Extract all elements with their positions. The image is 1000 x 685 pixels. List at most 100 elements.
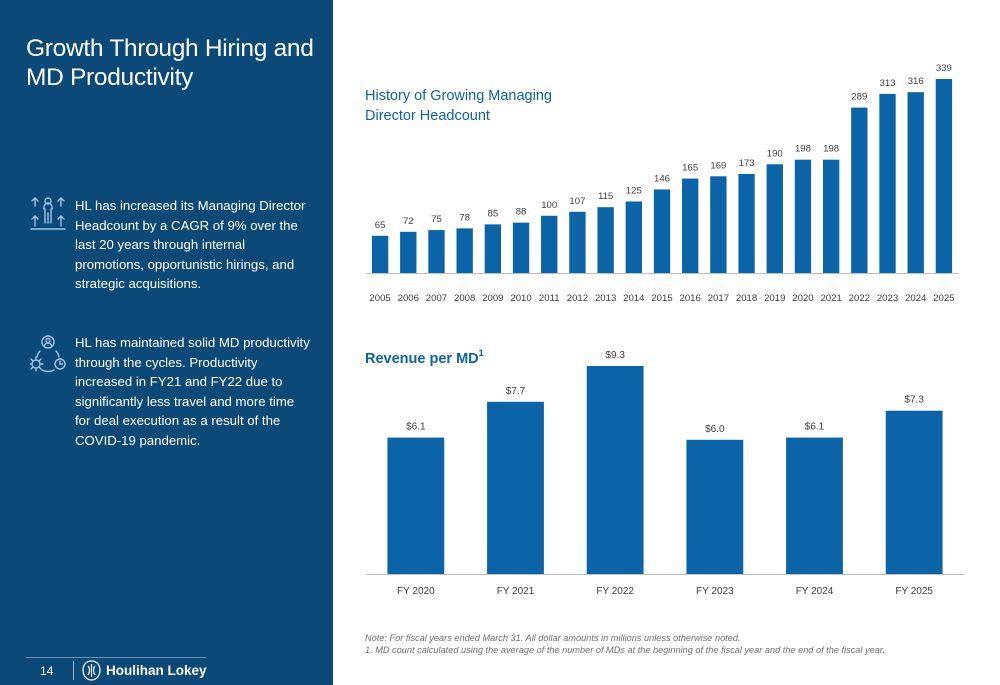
headcount-data-label: 173 (739, 158, 755, 169)
footer-separator (73, 661, 74, 680)
headcount-data-label: 72 (403, 216, 414, 227)
headcount-category-label: 2011 (539, 293, 560, 304)
revenue-bar-fy-2021 (487, 401, 544, 574)
revenue-bar-fy-2022 (586, 366, 644, 574)
revenue-category-label: FY 2022 (596, 586, 634, 597)
headcount-bar-2018 (738, 173, 755, 273)
headcount-data-label: 100 (541, 200, 557, 211)
headcount-data-label: 85 (488, 208, 499, 219)
revenue-category-label: FY 2025 (895, 586, 933, 597)
headcount-data-label: 78 (459, 212, 470, 223)
revenue-data-label: $6.1 (406, 422, 426, 433)
revenue-category-label: FY 2023 (696, 586, 734, 597)
headcount-data-label: 75 (431, 214, 442, 225)
headcount-category-label: 2017 (708, 293, 729, 304)
headcount-bar-2020 (794, 159, 812, 273)
headcount-category-label: 2023 (877, 293, 898, 304)
headcount-data-label: 65 (375, 220, 386, 231)
headcount-category-label: 2021 (820, 293, 841, 304)
headcount-data-label: 190 (767, 148, 783, 159)
headcount-bar-2021 (822, 159, 840, 273)
headcount-bar-2014 (625, 201, 642, 273)
headcount-category-label: 2008 (454, 293, 475, 304)
headcount-data-label: 313 (880, 78, 896, 89)
bullet-text: HL has maintained solid MD productivity … (75, 335, 310, 448)
headcount-chart: 65 2005 72 2006 75 2007 78 2008 85 2009 88 2010 100 2… (366, 63, 958, 304)
revenue-category-label: FY 2020 (397, 586, 435, 597)
headcount-bar-2005 (371, 235, 389, 273)
headcount-data-label: 146 (654, 173, 670, 184)
logo-text: Houlihan Lokey (106, 663, 207, 678)
headcount-bar-2017 (710, 176, 727, 273)
revenue-bar-fy-2023 (686, 439, 744, 574)
revenue-data-label: $6.0 (705, 424, 725, 435)
revenue-category-label: FY 2021 (497, 586, 535, 597)
headcount-category-label: 2015 (651, 293, 672, 304)
headcount-data-label: 198 (795, 144, 811, 155)
bullet-text: HL has increased its Managing Director H… (75, 198, 306, 291)
footer-divider-line (26, 657, 206, 658)
people-growth-icon (30, 197, 66, 230)
revenue-data-label: $7.3 (904, 395, 924, 406)
revenue-chart-title: Revenue per MD1 (365, 344, 565, 369)
headcount-bar-2012 (569, 211, 586, 273)
headcount-category-label: 2025 (933, 293, 954, 304)
headcount-bar-2013 (597, 207, 614, 273)
headcount-data-label: 198 (823, 144, 839, 155)
headcount-category-label: 2005 (369, 293, 390, 304)
headcount-bar-2008 (456, 228, 473, 273)
revenue-data-label: $6.1 (805, 422, 825, 433)
headcount-category-label: 2009 (482, 293, 503, 304)
headcount-category-label: 2022 (849, 293, 870, 304)
headcount-bar-2007 (428, 230, 445, 273)
page-title: Growth Through Hiring and MD Productivit… (26, 35, 314, 91)
headcount-category-label: 2013 (595, 293, 616, 304)
revenue-chart-title-text: Revenue per MD (365, 350, 479, 367)
footnotes: Note: For fiscal years ended March 31. A… (365, 632, 985, 656)
footnote-marker: 1 (478, 348, 484, 358)
headcount-category-label: 2016 (680, 293, 701, 304)
revenue-bar-fy-2024 (786, 437, 843, 574)
headcount-data-label: 88 (516, 207, 527, 218)
headcount-bar-2011 (541, 215, 558, 273)
headcount-data-label: 339 (936, 63, 952, 74)
headcount-category-label: 2019 (764, 293, 785, 304)
headcount-data-label: 169 (710, 160, 726, 171)
revenue-bar-fy-2020 (387, 437, 445, 574)
headcount-category-label: 2010 (510, 293, 531, 304)
headcount-bar-2015 (653, 189, 671, 273)
headcount-category-label: 2007 (426, 293, 447, 304)
headcount-bar-2016 (682, 178, 699, 273)
headcount-category-label: 2014 (623, 293, 645, 304)
headcount-bar-2024 (907, 92, 924, 274)
headcount-category-label: 2024 (905, 293, 927, 304)
headcount-bar-2010 (512, 222, 530, 273)
headcount-data-label: 289 (851, 92, 867, 103)
revenue-category-label: FY 2024 (796, 586, 834, 597)
headcount-data-label: 115 (598, 191, 613, 202)
revenue-data-label: $7.7 (506, 386, 526, 397)
headcount-bar-2019 (766, 164, 783, 273)
logo-mark-icon (82, 660, 101, 681)
revenue-bar-fy-2025 (885, 410, 943, 574)
left-panel: Growth Through Hiring and MD Productivit… (0, 0, 333, 685)
headcount-bar-2009 (484, 224, 502, 273)
headcount-bar-2022 (851, 107, 868, 273)
headcount-data-label: 125 (626, 185, 642, 196)
headcount-chart-title: History of Growing Managing Director Hea… (365, 88, 552, 124)
headcount-bar-2025 (935, 79, 953, 273)
note-line-1: Note: For fiscal years ended March 31. A… (365, 633, 741, 643)
headcount-data-label: 107 (569, 196, 585, 207)
productivity-cycle-icon (30, 335, 66, 373)
houlihan-lokey-logo: Houlihan Lokey (82, 660, 212, 682)
headcount-data-label: 316 (908, 76, 924, 87)
headcount-category-label: 2020 (792, 293, 813, 304)
headcount-category-label: 2018 (736, 293, 757, 304)
headcount-bar-2023 (879, 93, 896, 273)
note-line-2: 1. MD count calculated using the average… (365, 645, 886, 655)
headcount-category-label: 2006 (398, 293, 419, 304)
revenue-chart: $6.1 FY 2020 $7.7 FY 2021 $9.3 FY 2022 $6.0 FY … (366, 350, 964, 597)
headcount-data-label: 165 (682, 163, 698, 174)
page-number: 14 (40, 664, 54, 678)
